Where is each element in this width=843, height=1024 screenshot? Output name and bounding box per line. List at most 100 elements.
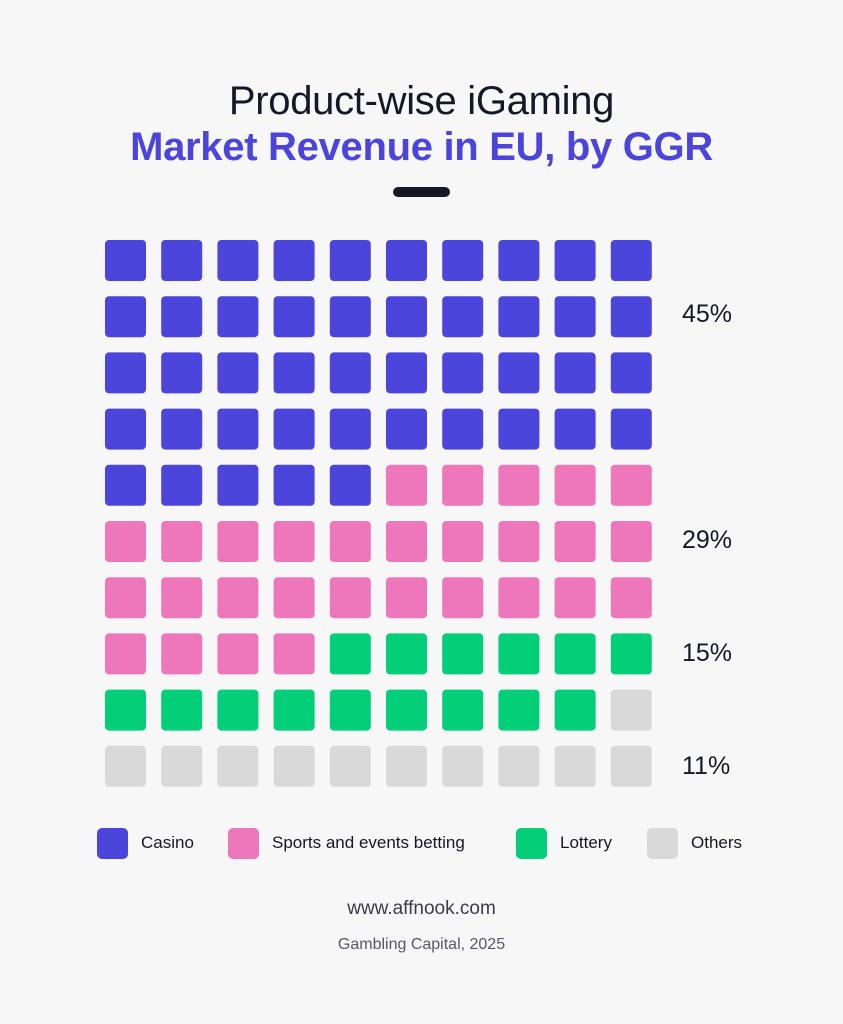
source-note: Gambling Capital, 2025 <box>337 936 506 953</box>
waffle-cell-sports-betting <box>498 464 540 506</box>
waffle-cell-casino <box>610 352 652 394</box>
waffle-cell-lottery <box>386 633 427 675</box>
waffle-cell-casino <box>161 408 203 450</box>
waffle-cell-casino <box>273 408 315 450</box>
waffle-cell-sports-betting <box>386 464 427 506</box>
waffle-cell-others <box>217 745 259 787</box>
waffle-cell-casino <box>498 240 540 281</box>
legend-swatch-others <box>647 827 678 859</box>
waffle-cell-casino <box>217 408 259 450</box>
waffle-cell-sports-betting <box>329 521 371 562</box>
legend-label-lottery: Lottery <box>560 833 612 852</box>
waffle-cell-casino <box>217 240 259 281</box>
waffle-cell-sports-betting <box>161 521 203 562</box>
waffle-cell-casino <box>105 408 146 450</box>
waffle-cell-casino <box>442 352 484 394</box>
waffle-cell-lottery <box>610 633 652 675</box>
waffle-cell-casino <box>498 296 540 338</box>
waffle-cell-lottery <box>217 689 259 731</box>
waffle-cell-lottery <box>498 689 540 731</box>
title-divider <box>393 187 450 197</box>
waffle-cell-others <box>386 745 427 787</box>
waffle-cell-sports-betting <box>610 464 652 506</box>
legend-swatch-sports-betting <box>228 827 259 859</box>
waffle-cell-casino <box>273 296 315 338</box>
waffle-cell-casino <box>161 296 203 338</box>
waffle-cell-lottery <box>273 689 315 731</box>
legend-swatch-lottery <box>516 827 547 859</box>
legend-item-others: Others <box>647 827 742 859</box>
waffle-cell-others <box>273 745 315 787</box>
waffle-cell-sports-betting <box>273 577 315 619</box>
legend-label-others: Others <box>691 833 743 852</box>
waffle-cell-casino <box>386 408 427 450</box>
legend-item-sports-betting: Sports and events betting <box>228 827 465 859</box>
waffle-cell-casino <box>442 240 484 281</box>
waffle-cell-casino <box>105 296 146 338</box>
waffle-cell-casino <box>554 352 596 394</box>
title-line-2: Market Revenue in EU, by GGR <box>130 125 713 169</box>
waffle-cell-sports-betting <box>442 521 484 562</box>
waffle-cell-sports-betting <box>554 521 596 562</box>
waffle-cell-sports-betting <box>554 577 596 619</box>
waffle-cell-lottery <box>386 689 427 731</box>
waffle-cell-sports-betting <box>386 521 427 562</box>
waffle-cell-others <box>554 745 596 787</box>
waffle-cell-casino <box>554 296 596 338</box>
waffle-cell-casino <box>161 464 203 506</box>
waffle-cell-sports-betting <box>105 521 146 562</box>
waffle-cell-casino <box>610 296 652 338</box>
legend-swatch-casino <box>97 827 128 859</box>
waffle-cell-sports-betting <box>105 577 146 619</box>
title-line-1: Product-wise iGaming <box>228 79 615 123</box>
waffle-cell-others <box>610 689 652 731</box>
waffle-cell-casino <box>329 352 371 394</box>
waffle-cell-lottery <box>554 689 596 731</box>
waffle-cell-casino <box>273 240 315 281</box>
waffle-cell-lottery <box>329 689 371 731</box>
waffle-cell-casino <box>329 296 371 338</box>
website-url: www.affnook.com <box>347 898 496 919</box>
waffle-cell-sports-betting <box>554 464 596 506</box>
waffle-cell-sports-betting <box>105 633 146 675</box>
waffle-cell-others <box>498 745 540 787</box>
waffle-cell-casino <box>386 240 427 281</box>
waffle-cell-sports-betting <box>610 521 652 562</box>
label-casino: 45% <box>682 300 733 328</box>
waffle-cell-casino <box>105 352 146 394</box>
waffle-cell-lottery <box>498 633 540 675</box>
waffle-cell-sports-betting <box>610 577 652 619</box>
waffle-cell-casino <box>329 464 371 506</box>
waffle-cell-casino <box>498 352 540 394</box>
waffle-cell-sports-betting <box>217 633 259 675</box>
waffle-cell-lottery <box>105 689 146 731</box>
waffle-cell-casino <box>105 240 146 281</box>
waffle-cell-sports-betting <box>498 521 540 562</box>
legend-label-sports-betting: Sports and events betting <box>272 833 465 852</box>
waffle-cell-sports-betting <box>329 577 371 619</box>
waffle-cell-others <box>105 745 146 787</box>
waffle-cell-casino <box>610 408 652 450</box>
waffle-cell-sports-betting <box>442 577 484 619</box>
waffle-cell-others <box>610 745 652 787</box>
waffle-cell-sports-betting <box>217 521 259 562</box>
waffle-cell-sports-betting <box>217 577 259 619</box>
waffle-cell-others <box>329 745 371 787</box>
waffle-cell-casino <box>273 352 315 394</box>
waffle-cell-casino <box>161 240 203 281</box>
waffle-cell-casino <box>554 240 596 281</box>
waffle-cell-lottery <box>554 633 596 675</box>
legend: Casino Sports and events betting Lottery… <box>0 827 843 859</box>
chart-title: Product-wise iGaming Market Revenue in E… <box>0 78 843 170</box>
waffle-cell-casino <box>329 408 371 450</box>
waffle-cell-sports-betting <box>161 577 203 619</box>
label-lottery: 15% <box>682 639 733 667</box>
label-sports-betting: 29% <box>682 526 733 554</box>
waffle-cell-casino <box>442 408 484 450</box>
waffle-cell-casino <box>498 408 540 450</box>
waffle-cell-sports-betting <box>273 521 315 562</box>
waffle-cell-sports-betting <box>498 577 540 619</box>
waffle-cell-casino <box>554 408 596 450</box>
waffle-cell-others <box>442 745 484 787</box>
waffle-chart <box>105 240 652 787</box>
